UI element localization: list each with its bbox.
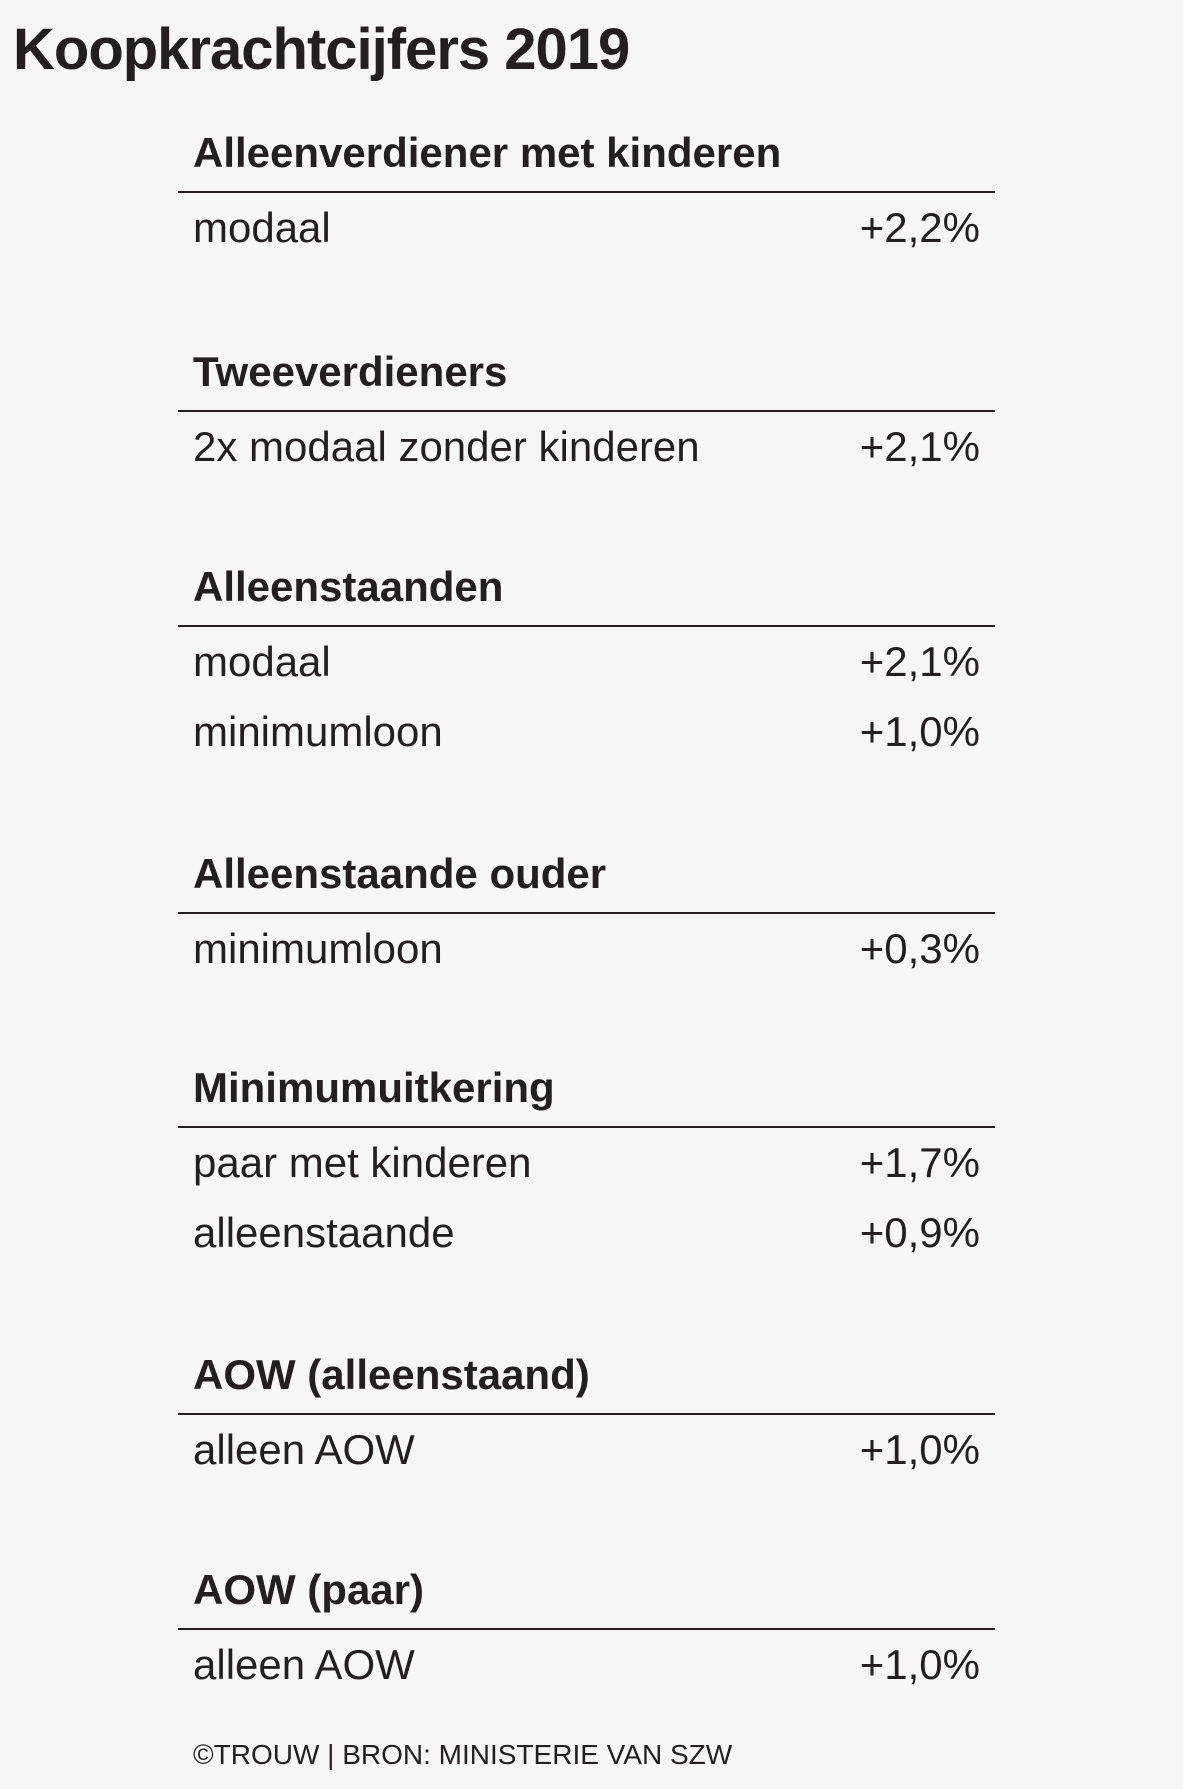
section-heading: Alleenstaande ouder: [178, 847, 995, 914]
table-row: 2x modaal zonder kinderen +2,1%: [178, 412, 995, 482]
table-row: paar met kinderen +1,7%: [178, 1128, 995, 1198]
row-label: paar met kinderen: [193, 1139, 532, 1186]
section-heading: Minimumuitkering: [178, 1061, 995, 1128]
section-heading: Alleenstaanden: [178, 560, 995, 627]
row-label: modaal: [193, 638, 331, 685]
row-label: 2x modaal zonder kinderen: [193, 423, 700, 470]
row-value: +2,2%: [859, 204, 980, 251]
row-value: +1,0%: [859, 1426, 980, 1473]
section-alleenstaanden: Alleenstaanden modaal +2,1% minimumloon …: [178, 560, 995, 767]
row-value: +1,0%: [859, 1641, 980, 1688]
section-minimumuitkering: Minimumuitkering paar met kinderen +1,7%…: [178, 1061, 995, 1268]
section-aow-alleenstaand: AOW (alleenstaand) alleen AOW +1,0%: [178, 1348, 995, 1485]
row-label: minimumloon: [193, 925, 443, 972]
row-label: alleen AOW: [193, 1641, 415, 1688]
section-heading: Tweeverdieners: [178, 345, 995, 412]
section-heading: AOW (alleenstaand): [178, 1348, 995, 1415]
sections-table: Alleenverdiener met kinderen modaal +2,2…: [178, 126, 995, 1700]
section-tweeverdieners: Tweeverdieners 2x modaal zonder kinderen…: [178, 345, 995, 482]
row-label: minimumloon: [193, 708, 443, 755]
table-row: alleen AOW +1,0%: [178, 1415, 995, 1485]
section-aow-paar: AOW (paar) alleen AOW +1,0%: [178, 1563, 995, 1700]
table-row: alleen AOW +1,0%: [178, 1630, 995, 1700]
table-row: alleenstaande +0,9%: [178, 1198, 995, 1268]
table-row: minimumloon +1,0%: [178, 697, 995, 767]
source-credit: ©TROUW | BRON: MINISTERIE VAN SZW: [193, 1739, 733, 1770]
section-heading: Alleenverdiener met kinderen: [178, 126, 995, 193]
row-label: alleenstaande: [193, 1209, 455, 1256]
page-title: Koopkrachtcijfers 2019: [13, 17, 630, 82]
row-value: +1,0%: [859, 708, 980, 755]
row-value: +2,1%: [859, 423, 980, 470]
row-value: +0,9%: [859, 1209, 980, 1256]
row-value: +0,3%: [859, 925, 980, 972]
section-alleenstaande-ouder: Alleenstaande ouder minimumloon +0,3%: [178, 847, 995, 984]
row-value: +2,1%: [859, 638, 980, 685]
table-row: modaal +2,2%: [178, 193, 995, 263]
table-row: minimumloon +0,3%: [178, 914, 995, 984]
row-value: +1,7%: [859, 1139, 980, 1186]
row-label: modaal: [193, 204, 331, 251]
section-alleenverdiener: Alleenverdiener met kinderen modaal +2,2…: [178, 126, 995, 263]
table-row: modaal +2,1%: [178, 627, 995, 697]
row-label: alleen AOW: [193, 1426, 415, 1473]
section-heading: AOW (paar): [178, 1563, 995, 1630]
